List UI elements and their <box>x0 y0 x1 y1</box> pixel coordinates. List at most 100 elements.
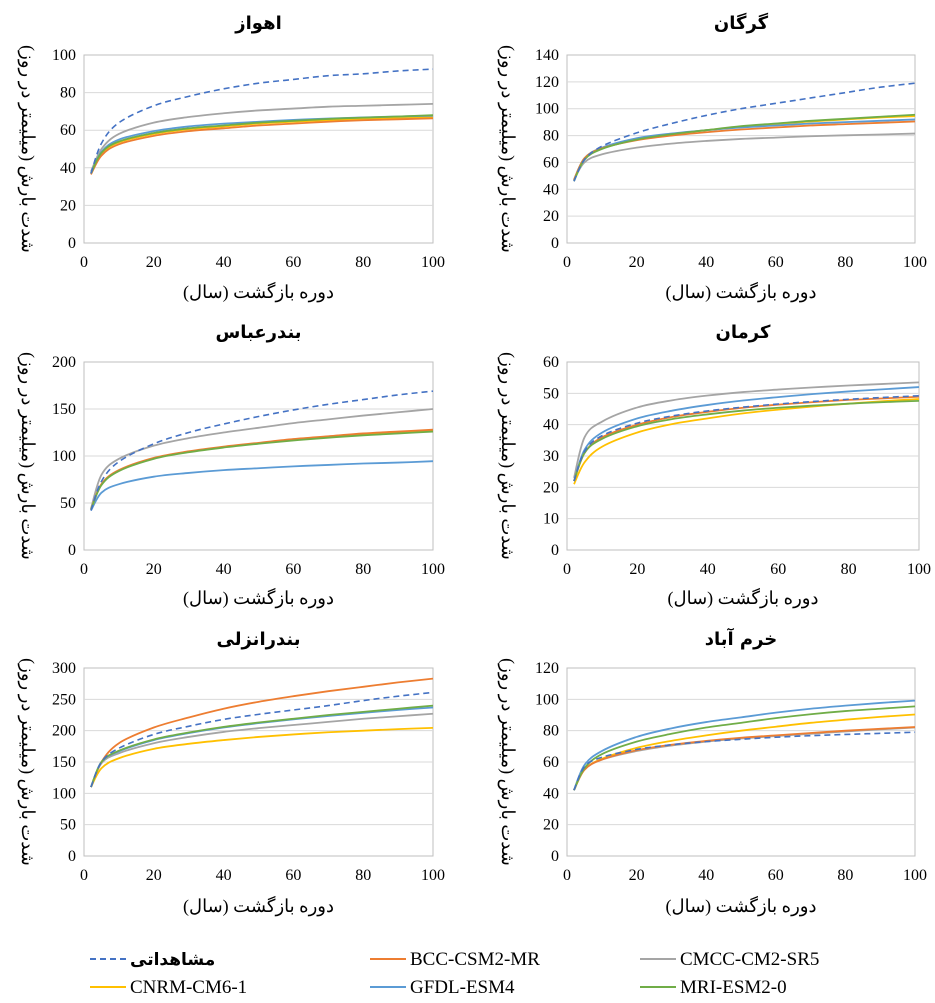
x-tick-label: 20 <box>629 867 645 884</box>
x-tick-label: 60 <box>285 254 301 271</box>
y-tick-label: 100 <box>52 448 76 465</box>
x-tick-label: 40 <box>216 867 232 884</box>
x-tick-label: 80 <box>837 254 853 271</box>
x-axis-label: دوره بازگشت (سال) <box>666 895 817 917</box>
legend-label: CMCC-CM2-SR5 <box>680 949 819 970</box>
y-tick-label: 60 <box>543 154 559 171</box>
y-tick-label: 60 <box>543 354 559 371</box>
series-line-cmcc <box>90 408 434 509</box>
x-axis-label: دوره بازگشت (سال) <box>183 281 334 303</box>
y-tick-label: 0 <box>68 848 76 865</box>
x-tick-label: 40 <box>698 867 714 884</box>
y-tick-label: 80 <box>60 85 76 102</box>
y-tick-label: 0 <box>551 235 559 252</box>
y-tick-label: 40 <box>543 181 559 198</box>
series-line-cnrm <box>90 726 434 788</box>
legend-item-cnrm: CNRM-CM6-1 <box>90 977 247 998</box>
series-line-observed <box>90 691 434 788</box>
x-axis-label: دوره بازگشت (سال) <box>666 281 817 303</box>
y-tick-label: 50 <box>543 385 559 402</box>
legend-item-observed: مشاهداتی <box>90 950 215 970</box>
chart-5: 0 50 100 150 200 250 300 0 20 40 60 80 100 بندرانزلی د… <box>17 629 445 917</box>
legend-item-cmcc: CMCC-CM2-SR5 <box>640 949 819 970</box>
y-tick-label: 40 <box>60 160 76 177</box>
x-tick-label: 0 <box>563 254 571 271</box>
series-line-cmcc <box>573 381 920 479</box>
chart-title: گرگان <box>714 12 769 34</box>
x-tick-label: 20 <box>629 254 645 271</box>
series-line-mri <box>90 114 434 174</box>
x-tick-label: 0 <box>563 561 571 578</box>
x-axis-label: دوره بازگشت (سال) <box>183 587 334 609</box>
y-tick-label: 150 <box>52 754 76 771</box>
y-tick-label: 100 <box>52 785 76 802</box>
y-tick-label: 250 <box>52 691 76 708</box>
y-tick-label: 100 <box>52 47 76 64</box>
y-tick-label: 10 <box>543 511 559 528</box>
y-axis-label: شدت بارش (میلیمتر در روز) <box>17 352 38 560</box>
x-tick-label: 60 <box>770 561 786 578</box>
y-tick-label: 300 <box>52 660 76 677</box>
x-tick-label: 100 <box>907 561 931 578</box>
chart-1: 0 20 40 60 80 100 0 20 40 60 80 100 اهواز دوره بازگشت… <box>17 13 445 303</box>
chart-title: کرمان <box>716 322 771 343</box>
y-axis-label: شدت بارش (میلیمتر در روز) <box>17 45 38 253</box>
y-tick-label: 50 <box>60 495 76 512</box>
y-axis-label: شدت بارش (میلیمتر در روز) <box>497 45 518 253</box>
plot-area <box>83 54 434 244</box>
chart-title: خرم آباد <box>705 627 778 650</box>
y-tick-label: 20 <box>60 197 76 214</box>
y-tick-label: 0 <box>551 542 559 559</box>
y-tick-label: 100 <box>535 101 559 118</box>
x-tick-label: 40 <box>216 561 232 578</box>
x-tick-label: 0 <box>563 867 571 884</box>
series-line-bcc <box>90 428 434 510</box>
legend: مشاهداتی BCC-CSM2-MR CMCC-CM2-SR5 CNRM-CM6-… <box>90 949 819 998</box>
x-axis-label: دوره بازگشت (سال) <box>183 895 334 917</box>
series-line-gfdl <box>90 460 434 511</box>
legend-label: BCC-CSM2-MR <box>410 949 540 970</box>
plot-area <box>566 54 916 244</box>
x-tick-label: 40 <box>216 254 232 271</box>
x-tick-label: 20 <box>146 561 162 578</box>
series-line-observed <box>90 390 434 511</box>
y-tick-label: 60 <box>543 754 559 771</box>
legend-item-bcc: BCC-CSM2-MR <box>370 949 540 970</box>
series-line-observed <box>90 68 434 174</box>
legend-label: MRI-ESM2-0 <box>680 977 787 998</box>
series-line-mri <box>573 113 916 182</box>
series-line-bcc <box>573 120 916 181</box>
x-tick-label: 100 <box>903 254 927 271</box>
y-tick-label: 20 <box>543 479 559 496</box>
y-tick-label: 120 <box>535 660 559 677</box>
y-axis-label: شدت بارش (میلیمتر در روز) <box>17 658 38 866</box>
series-line-observed <box>573 731 916 791</box>
x-tick-label: 100 <box>421 867 445 884</box>
y-axis-label: شدت بارش (میلیمتر در روز) <box>497 658 518 866</box>
series-line-mri <box>90 430 434 510</box>
series-line-mri <box>573 399 920 482</box>
series-line-bcc <box>90 117 434 175</box>
y-tick-label: 150 <box>52 401 76 418</box>
y-tick-label: 80 <box>543 723 559 740</box>
chart-title: بندرعباس <box>215 322 301 343</box>
x-tick-label: 100 <box>903 867 927 884</box>
x-tick-label: 100 <box>421 561 445 578</box>
series-line-mri <box>90 704 434 788</box>
series-line-gfdl <box>90 706 434 788</box>
x-tick-label: 80 <box>355 561 371 578</box>
y-tick-label: 20 <box>543 208 559 225</box>
x-tick-label: 60 <box>768 867 784 884</box>
series-line-bcc <box>90 677 434 788</box>
x-tick-label: 40 <box>698 254 714 271</box>
x-tick-label: 80 <box>355 254 371 271</box>
chart-6: 0 20 40 60 80 100 120 0 20 40 60 80 100 خرم آباد دوره … <box>497 627 927 917</box>
chart-4: 0 10 20 30 40 50 60 0 20 40 60 80 100 کرمان دوره بازگش… <box>497 322 931 609</box>
legend-item-gfdl: GFDL-ESM4 <box>370 977 515 998</box>
x-tick-label: 60 <box>768 254 784 271</box>
x-tick-label: 40 <box>700 561 716 578</box>
x-tick-label: 20 <box>146 254 162 271</box>
y-tick-label: 60 <box>60 122 76 139</box>
y-tick-label: 40 <box>543 785 559 802</box>
